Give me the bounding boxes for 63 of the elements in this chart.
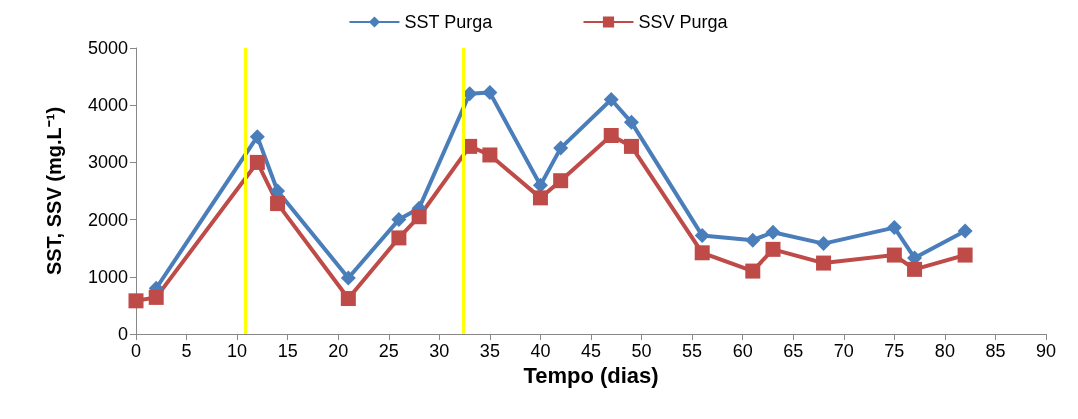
y-tick-label: 0	[117, 324, 128, 344]
point	[553, 140, 569, 156]
x-tick-label: 65	[783, 341, 804, 361]
x-tick-label: 60	[732, 341, 753, 361]
x-tick-label: 45	[580, 341, 602, 361]
point	[532, 190, 548, 206]
point	[340, 270, 356, 286]
point	[249, 154, 265, 170]
x-tick-label: 15	[277, 341, 298, 361]
point	[907, 261, 923, 277]
x-tick-label: 25	[378, 341, 399, 361]
point	[532, 177, 548, 193]
point	[340, 291, 356, 307]
y-tick-label: 3000	[87, 152, 128, 173]
x-tick-label: 50	[631, 341, 652, 361]
point	[745, 232, 761, 248]
x-tick-label: 70	[833, 341, 854, 361]
point	[148, 289, 164, 305]
x-tick-label: 85	[985, 341, 1006, 361]
point	[694, 228, 710, 244]
point	[603, 91, 619, 107]
point	[623, 114, 639, 130]
x-tick-label: 55	[682, 341, 703, 361]
x-tick-label: 20	[328, 341, 349, 361]
y-tick-label: 2000	[87, 209, 128, 230]
point	[482, 147, 498, 163]
x-tick-label: 80	[934, 341, 955, 361]
point	[765, 224, 781, 240]
point	[270, 183, 286, 199]
point	[957, 223, 973, 239]
x-tick-label: 5	[181, 341, 192, 361]
point	[603, 128, 619, 144]
legend-label: SST Purga	[404, 12, 494, 32]
point	[957, 247, 973, 263]
point	[553, 173, 569, 189]
point	[482, 85, 498, 101]
x-tick-label: 40	[530, 341, 551, 361]
x-tick-label: 35	[479, 341, 500, 361]
x-tick-label: 10	[227, 341, 248, 361]
x-tick-label: 90	[1035, 341, 1057, 361]
y-axis-title: SST, SSV (mg.L⁻¹)	[43, 106, 65, 276]
y-tick-label: 4000	[87, 95, 128, 116]
point	[249, 129, 265, 145]
x-axis-title: Tempo (dias)	[523, 363, 659, 389]
point	[816, 255, 832, 271]
point	[128, 293, 144, 309]
point	[411, 209, 427, 225]
point	[391, 212, 407, 228]
y-tick-label: 1000	[87, 266, 128, 287]
x-tick-label: 75	[884, 341, 905, 361]
point	[623, 138, 639, 154]
point	[391, 230, 407, 246]
y-tick-label: 5000	[87, 38, 128, 58]
point	[816, 236, 832, 252]
point	[886, 247, 902, 263]
legend-label: SSV Purga	[638, 12, 729, 32]
point	[765, 241, 781, 257]
point	[745, 263, 761, 279]
point	[886, 220, 902, 236]
x-tick-label: 0	[130, 341, 142, 361]
point	[270, 196, 286, 212]
x-tick-label: 30	[429, 341, 450, 361]
point	[694, 245, 710, 261]
